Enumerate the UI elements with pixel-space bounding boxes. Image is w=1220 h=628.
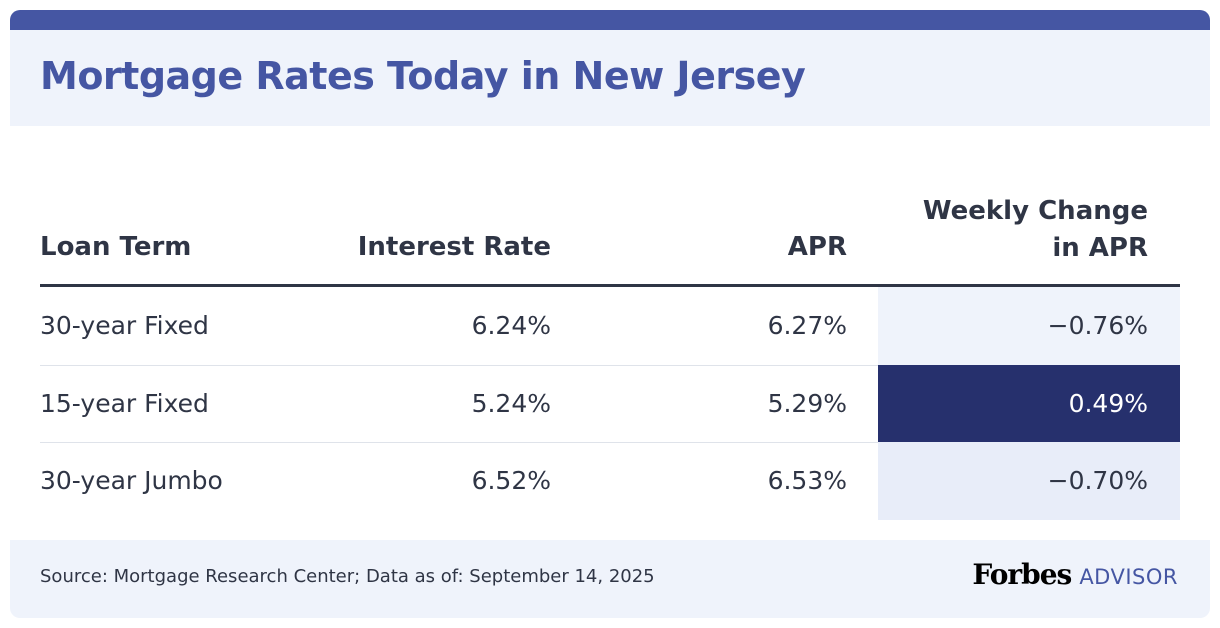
cell-weekly-change: 0.49% [1068, 389, 1148, 418]
header-weekly-change-line1: Weekly Change [922, 196, 1148, 226]
change-cell-bg [878, 365, 1180, 443]
table-row: 30-year Fixed 6.24% 6.27% −0.76% [40, 287, 1180, 365]
header-weekly-change-line2: in APR [1052, 233, 1148, 263]
row-divider [40, 365, 878, 366]
header-rule [40, 284, 1180, 287]
table-row: 30-year Jumbo 6.52% 6.53% −0.70% [40, 442, 1180, 520]
cell-apr: 5.29% [767, 389, 847, 418]
cell-apr: 6.53% [767, 466, 847, 495]
cell-interest-rate: 6.52% [471, 466, 551, 495]
cell-loan-term: 30-year Fixed [40, 311, 209, 340]
row-divider [40, 442, 878, 443]
cell-weekly-change: −0.76% [1047, 311, 1148, 340]
header-apr: APR [787, 232, 847, 262]
cell-apr: 6.27% [767, 311, 847, 340]
change-cell-bg [878, 442, 1180, 520]
cell-interest-rate: 6.24% [471, 311, 551, 340]
header-interest-rate: Interest Rate [357, 232, 551, 262]
title-band [10, 30, 1210, 126]
header-weekly-change: Weekly Change in APR [923, 193, 1148, 267]
rates-card: Mortgage Rates Today in New Jersey Loan … [10, 10, 1210, 618]
header-loan-term: Loan Term [40, 232, 192, 262]
advisor-wordmark: ADVISOR [1079, 565, 1178, 589]
forbes-advisor-logo: Forbes ADVISOR [972, 558, 1178, 591]
cell-weekly-change: −0.70% [1047, 466, 1148, 495]
footer: Source: Mortgage Research Center; Data a… [10, 540, 1210, 618]
cell-loan-term: 15-year Fixed [40, 389, 209, 418]
forbes-wordmark: Forbes [972, 558, 1072, 591]
accent-top-bar [10, 10, 1210, 30]
page-title: Mortgage Rates Today in New Jersey [40, 54, 806, 98]
cell-interest-rate: 5.24% [471, 389, 551, 418]
change-cell-bg [878, 287, 1180, 365]
cell-loan-term: 30-year Jumbo [40, 466, 223, 495]
table-row: 15-year Fixed 5.24% 5.29% 0.49% [40, 365, 1180, 443]
source-note: Source: Mortgage Research Center; Data a… [40, 566, 655, 587]
